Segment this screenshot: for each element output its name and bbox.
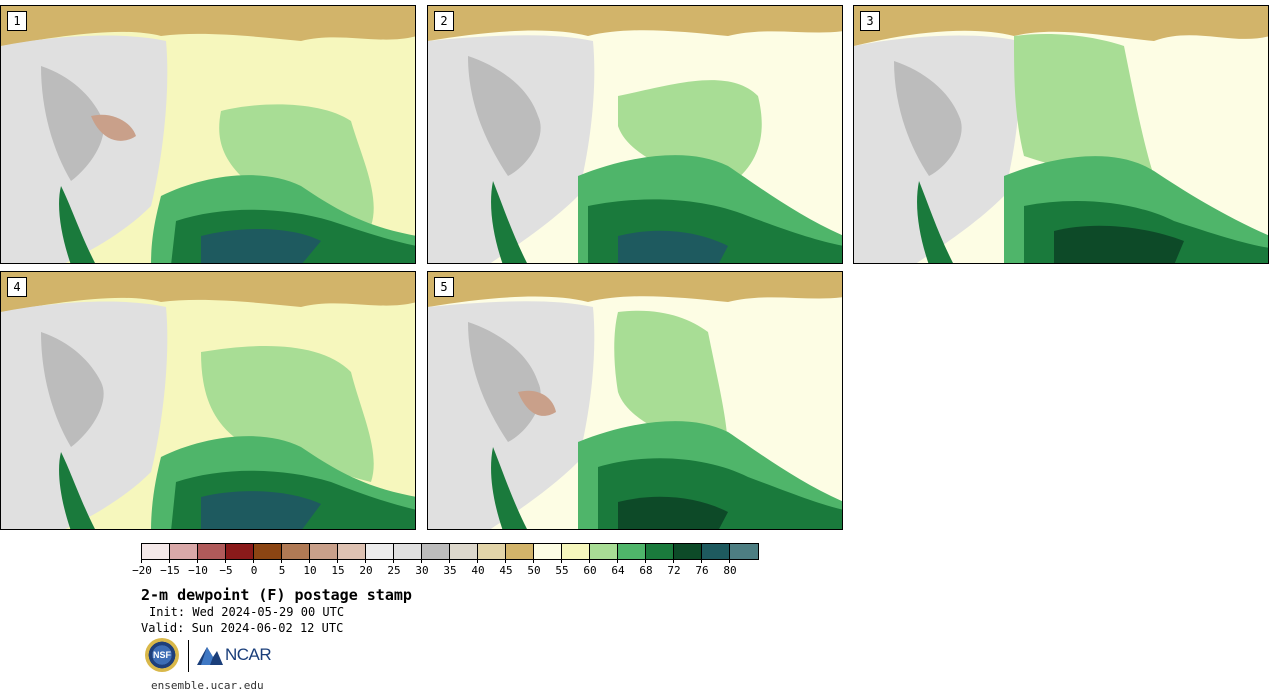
colorbar-tick [365, 558, 366, 563]
colorbar-tick [561, 558, 562, 563]
colorbar-swatch [422, 544, 450, 559]
ncar-wordmark: NCAR [225, 645, 272, 664]
panel-number-label: 3 [860, 11, 880, 31]
dewpoint-map-3 [854, 6, 1268, 263]
nsf-logo: NSF [145, 638, 179, 672]
colorbar-swatch [534, 544, 562, 559]
colorbar-tick [617, 558, 618, 563]
colorbar-tick-label: 15 [331, 564, 345, 577]
website-link[interactable]: ensemble.ucar.edu [151, 679, 264, 692]
dewpoint-map-5 [428, 272, 842, 529]
colorbar-tick-label: 35 [443, 564, 457, 577]
colorbar-tick-label: 40 [471, 564, 485, 577]
colorbar-swatch [702, 544, 730, 559]
colorbar-tick [197, 558, 198, 563]
colorbar-swatch [562, 544, 590, 559]
dewpoint-map-2 [428, 6, 842, 263]
colorbar-tick [421, 558, 422, 563]
colorbar-swatch [394, 544, 422, 559]
colorbar-tick [253, 558, 254, 563]
map-panel-2: 2 [427, 5, 843, 264]
colorbar-tick-label: 5 [278, 564, 286, 577]
panel-number-label: 2 [434, 11, 454, 31]
colorbar-tick-label: 55 [555, 564, 569, 577]
logo-divider [188, 640, 189, 672]
colorbar-swatch [254, 544, 282, 559]
colorbar-tick [169, 558, 170, 563]
colorbar-tick-label: 72 [667, 564, 681, 577]
colorbar-swatch [366, 544, 394, 559]
ncar-logo: NCAR [197, 644, 272, 666]
panel-number-label: 1 [7, 11, 27, 31]
map-panel-3: 3 [853, 5, 1269, 264]
colorbar-tick-label: 20 [359, 564, 373, 577]
colorbar-tick [477, 558, 478, 563]
colorbar-tick-label: 50 [527, 564, 541, 577]
colorbar-swatch [198, 544, 226, 559]
colorbar-tick-label: 60 [583, 564, 597, 577]
colorbar-tick [701, 558, 702, 563]
map-panel-1: 1 [0, 5, 416, 264]
colorbar-swatch [590, 544, 618, 559]
init-time: Init: Wed 2024-05-29 00 UTC [149, 605, 345, 619]
colorbar-tick-label: 76 [695, 564, 709, 577]
dewpoint-map-1 [1, 6, 415, 263]
colorbar-tick-label: 0 [250, 564, 258, 577]
colorbar-tick-label: −15 [160, 564, 180, 577]
colorbar-tick [337, 558, 338, 563]
colorbar-swatch [170, 544, 198, 559]
dewpoint-map-4 [1, 272, 415, 529]
colorbar-tick-label: 80 [723, 564, 737, 577]
colorbar-tick [309, 558, 310, 563]
colorbar-tick-label: −5 [219, 564, 233, 577]
colorbar-tick [281, 558, 282, 563]
colorbar-swatch [338, 544, 366, 559]
colorbar-tick [533, 558, 534, 563]
colorbar-tick [589, 558, 590, 563]
valid-time: Valid: Sun 2024-06-02 12 UTC [141, 621, 344, 635]
colorbar-tick [673, 558, 674, 563]
colorbar-swatch [478, 544, 506, 559]
colorbar-tick-label: −20 [132, 564, 152, 577]
colorbar-swatch [226, 544, 254, 559]
colorbar-swatch [142, 544, 170, 559]
colorbar-tick [645, 558, 646, 563]
colorbar-swatch [674, 544, 702, 559]
colorbar-tick-label: 30 [415, 564, 429, 577]
panel-number-label: 4 [7, 277, 27, 297]
colorbar-swatch [646, 544, 674, 559]
ncar-mark-icon [197, 647, 223, 665]
colorbar-swatch [310, 544, 338, 559]
colorbar-tick-label: 64 [611, 564, 625, 577]
colorbar-tick [393, 558, 394, 563]
colorbar-swatch [730, 544, 758, 559]
colorbar-ticks [141, 558, 756, 564]
colorbar-swatch [618, 544, 646, 559]
colorbar-swatch [506, 544, 534, 559]
map-panel-4: 4 [0, 271, 416, 530]
colorbar-swatch [282, 544, 310, 559]
colorbar-swatch [450, 544, 478, 559]
colorbar-tick-label: 25 [387, 564, 401, 577]
panel-number-label: 5 [434, 277, 454, 297]
colorbar-tick [225, 558, 226, 563]
colorbar-tick [141, 558, 142, 563]
colorbar [141, 543, 759, 560]
colorbar-tick-label: 68 [639, 564, 653, 577]
colorbar-tick [729, 558, 730, 563]
map-panel-5: 5 [427, 271, 843, 530]
colorbar-tick [449, 558, 450, 563]
plot-title: 2-m dewpoint (F) postage stamp [141, 586, 412, 604]
colorbar-tick-label: 45 [499, 564, 513, 577]
colorbar-tick [505, 558, 506, 563]
colorbar-tick-label: 10 [303, 564, 317, 577]
colorbar-tick-label: −10 [188, 564, 208, 577]
